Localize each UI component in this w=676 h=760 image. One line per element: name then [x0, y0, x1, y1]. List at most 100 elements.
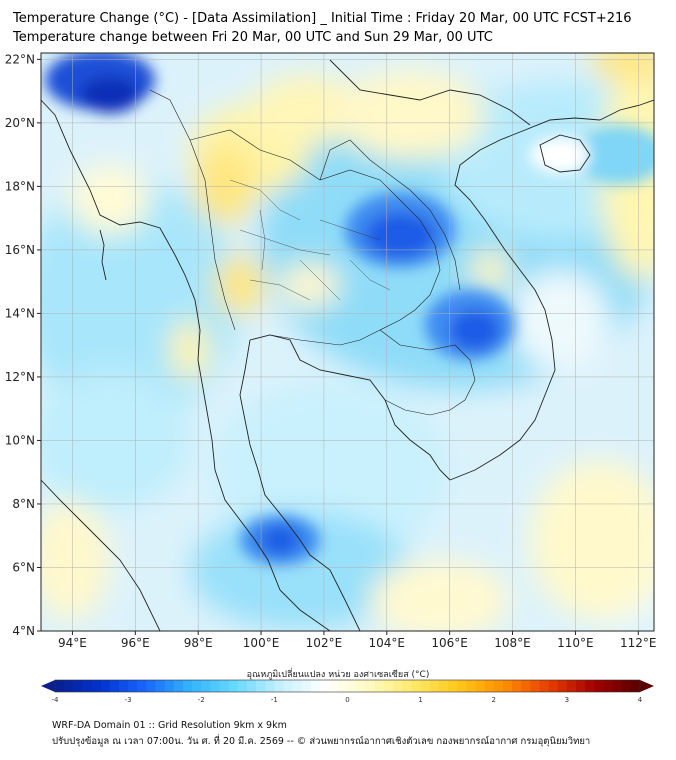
colorbar-segment [548, 680, 559, 692]
lon-tick-label: 112°E [620, 636, 657, 650]
colorbar-tick-label: -1 [271, 696, 278, 704]
colorbar-segment [55, 680, 65, 692]
coastline-east-peninsula [239, 339, 361, 631]
lat-tick-label: 4°N [12, 624, 35, 638]
colorbar-segment [356, 680, 367, 692]
lat-tick-label: 12°N [5, 370, 35, 384]
colorbar-segment [210, 680, 221, 692]
colorbar-segment [630, 680, 641, 692]
lat-tick-label: 8°N [12, 497, 35, 511]
colorbar-segment [493, 680, 504, 692]
lat-tick-label: 16°N [5, 243, 35, 257]
colorbar-segment [566, 680, 577, 692]
colorbar-segment [612, 680, 623, 692]
sumatra-coast [41, 479, 161, 631]
lat-tick-label: 14°N [5, 306, 35, 320]
lat-tick-label: 6°N [12, 560, 35, 574]
china-south-coast [599, 99, 654, 121]
colorbar-segment [137, 680, 147, 692]
colorbar-segment [219, 680, 230, 692]
colorbar-segment [384, 680, 394, 692]
colorbar-segment [429, 680, 440, 692]
colorbar-tick-label: 4 [638, 696, 643, 704]
graticule [41, 53, 654, 631]
lon-tick-label: 94°E [58, 636, 87, 650]
colorbar: -4 -3 -2 -1 0 1 2 3 4 [41, 679, 654, 704]
colorbar-segment [283, 680, 294, 692]
plot-frame [40, 52, 655, 632]
national-border-thailand [189, 129, 441, 346]
colorbar-segment [265, 680, 275, 692]
lon-tick-label: 106°E [431, 636, 468, 650]
colorbar-segment [603, 680, 614, 692]
indochina-east-coast [449, 117, 601, 481]
colorbar-segment [502, 680, 513, 692]
colorbar-min-arrow [41, 680, 55, 692]
colorbar-segment [82, 680, 93, 692]
colorbar-segment [292, 680, 303, 692]
hainan-island [539, 134, 591, 173]
longitude-labels: 94°E 96°E 98°E 100°E 102°E 104°E 106°E 108°E 110… [58, 631, 657, 650]
colorbar-segment [411, 680, 422, 692]
colorbar-segment [457, 680, 467, 692]
colorbar-segment [91, 680, 102, 692]
national-border-myanmar [149, 89, 236, 331]
colorbar-segment [475, 680, 486, 692]
colorbar-tick-label: 2 [492, 696, 496, 704]
colorbar-segment [155, 680, 166, 692]
colorbar-segment [365, 680, 376, 692]
colorbar-tick-label: 0 [345, 696, 349, 704]
colorbar-segment [64, 680, 74, 692]
colorbar-segment [256, 680, 266, 692]
colorbar-segment [466, 680, 476, 692]
colorbar-segment [173, 680, 184, 692]
colorbar-segment [182, 680, 193, 692]
colorbar-segment [128, 680, 138, 692]
colorbar-segment [438, 680, 449, 692]
temperature-field [41, 53, 654, 631]
colorbar-segment [594, 680, 604, 692]
colorbar-tick-label: -4 [52, 696, 60, 704]
colorbar-segment [402, 680, 412, 692]
colorbar-segment [320, 680, 330, 692]
lon-tick-label: 96°E [121, 636, 150, 650]
colorbar-segment [338, 680, 348, 692]
colorbar-segment [557, 680, 568, 692]
national-border-laos [319, 139, 461, 291]
colorbar-tick-label: 3 [565, 696, 569, 704]
colorbar-segment [530, 680, 540, 692]
colorbar-segment [393, 680, 403, 692]
footer-credit: ปรับปรุงข้อมูล ณ เวลา 07:00น. วัน ศ. ที่… [52, 736, 591, 747]
national-border-cambodia [379, 329, 476, 416]
map-subtitle: Temperature change between Fri 20 Mar, 0… [13, 30, 493, 45]
colorbar-frame [54, 679, 641, 693]
coastline-west [41, 99, 331, 631]
colorbar-segment [576, 680, 586, 692]
footer-model-info: WRF-DA Domain 01 :: Grid Resolution 9km … [52, 720, 287, 731]
lon-tick-label: 102°E [306, 636, 343, 650]
lat-tick-label: 18°N [5, 179, 35, 193]
colorbar-segment [329, 680, 339, 692]
colorbar-segment [347, 680, 358, 692]
colorbar-segment [484, 680, 495, 692]
lon-tick-label: 110°E [557, 636, 594, 650]
colorbar-tick-label: -2 [198, 696, 205, 704]
colorbar-segment [310, 680, 321, 692]
colorbar-segment [146, 680, 157, 692]
lat-tick-label: 10°N [5, 433, 35, 447]
lat-tick-label: 20°N [5, 116, 35, 130]
colorbar-segment [374, 680, 385, 692]
colorbar-segment [539, 680, 550, 692]
andaman-islands [99, 229, 107, 281]
colorbar-segment [73, 680, 83, 692]
colorbar-tick-label: 1 [418, 696, 422, 704]
coastlines-and-borders [41, 59, 654, 631]
colorbar-segment [512, 680, 522, 692]
colorbar-segment [301, 680, 312, 692]
lon-tick-label: 100°E [243, 636, 280, 650]
latitude-labels: 22°N 20°N 18°N 16°N 14°N 12°N 10°N 8°N 6°N 4°N [5, 52, 41, 638]
colorbar-segment [621, 680, 632, 692]
colorbar-segment [228, 680, 239, 692]
